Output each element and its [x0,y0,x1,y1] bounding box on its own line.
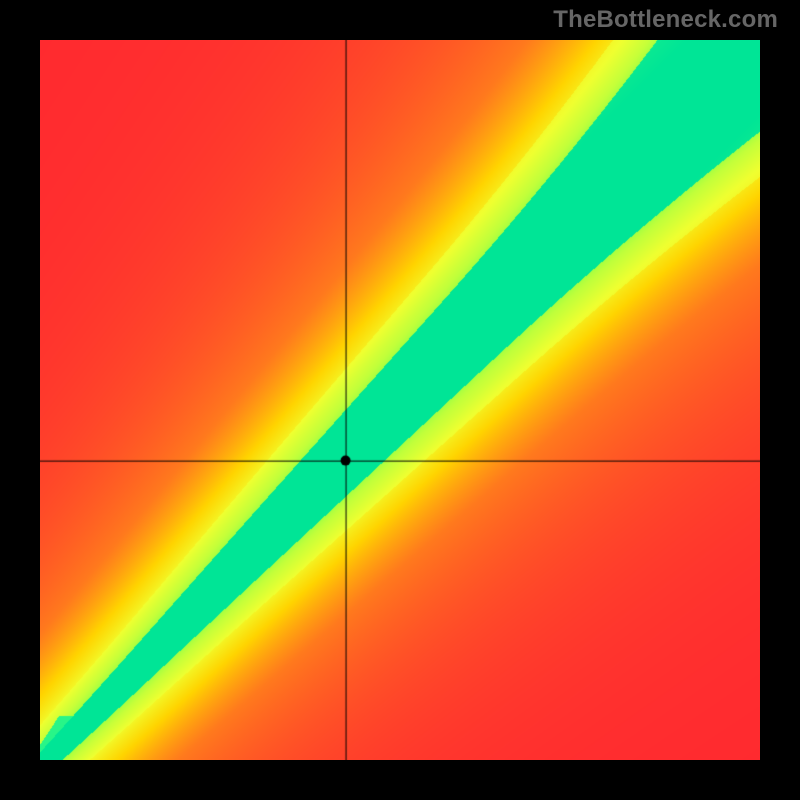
watermark-label: TheBottleneck.com [553,6,778,34]
plot-area [40,40,760,760]
heatmap-canvas [40,40,760,760]
